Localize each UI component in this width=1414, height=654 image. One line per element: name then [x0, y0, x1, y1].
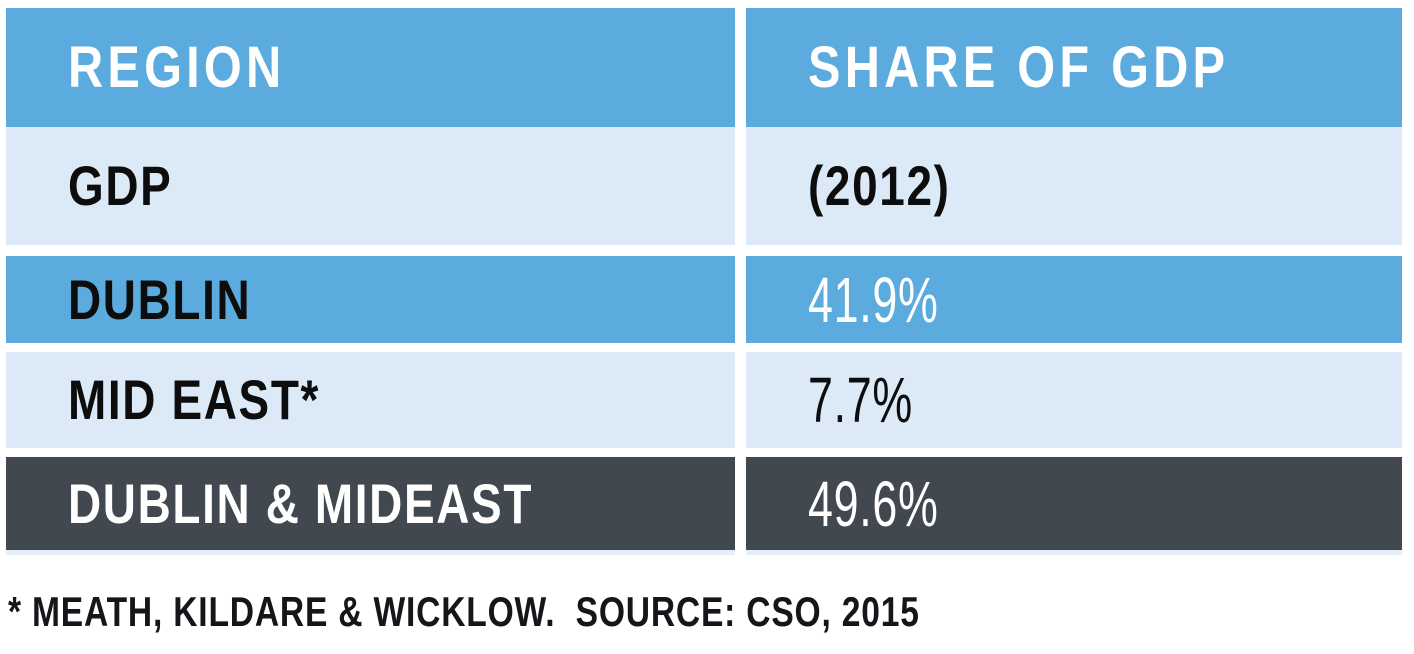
row-mideast-region-cell: MID EAST* [6, 352, 735, 448]
row-dublin-share-value: 41.9% [808, 263, 939, 336]
row-mideast-share-value: 7.7% [808, 364, 913, 436]
header-region-label: REGION [68, 34, 286, 100]
table-row: DUBLIN 41.9% [6, 245, 1402, 343]
table-total-row: DUBLIN & MIDEAST 49.6% [6, 448, 1402, 550]
row-total-region-cell: DUBLIN & MIDEAST [6, 457, 735, 550]
header-share-label: SHARE OF GDP [808, 34, 1230, 100]
row-mideast-share-cell: 7.7% [746, 352, 1402, 448]
subheader-share-label: (2012) [808, 154, 951, 217]
header-cell-share: SHARE OF GDP [746, 8, 1402, 127]
table-underline-strip [6, 550, 1402, 555]
row-total-region-label: DUBLIN & MIDEAST [68, 471, 534, 535]
row-dublin-share-cell: 41.9% [746, 256, 1402, 343]
subheader-cell-region: GDP [6, 127, 735, 245]
row-total-share-value: 49.6% [808, 467, 939, 540]
underline-left [6, 550, 735, 555]
footnote-source-text: * MEATH, KILDARE & WICKLOW. SOURCE: CSO,… [8, 588, 920, 635]
row-total-share-cell: 49.6% [746, 457, 1402, 550]
table-row: MID EAST* 7.7% [6, 343, 1402, 448]
row-dublin-region-label: DUBLIN [68, 267, 252, 331]
header-cell-region: REGION [6, 8, 735, 127]
row-mideast-region-label: MID EAST* [68, 368, 321, 431]
table-header-row: REGION SHARE OF GDP [6, 8, 1402, 127]
subheader-region-label: GDP [68, 154, 173, 217]
subheader-cell-share: (2012) [746, 127, 1402, 245]
row-dublin-region-cell: DUBLIN [6, 256, 735, 343]
table-subheader-row: GDP (2012) [6, 127, 1402, 245]
underline-right [746, 550, 1402, 555]
